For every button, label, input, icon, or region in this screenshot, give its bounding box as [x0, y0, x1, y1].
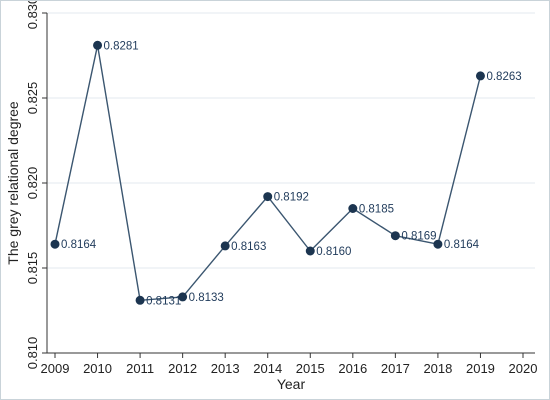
- data-point: [220, 241, 230, 251]
- data-labels: 0.8164 0.8281 0.8131 0.8133 0.8163 0.8192 0.81…: [61, 40, 522, 307]
- x-tick-label: 2019: [466, 361, 495, 376]
- series-layer: [50, 40, 485, 305]
- data-label: 0.8185: [359, 204, 394, 216]
- x-tick-label: 2011: [126, 361, 154, 376]
- x-tick-label: 2013: [211, 361, 240, 376]
- y-tick-label: 0.810: [25, 337, 40, 370]
- y-tick-label: 0.830: [25, 1, 40, 29]
- data-point: [50, 239, 60, 249]
- data-label: 0.8163: [231, 241, 266, 253]
- y-axis-title: The grey relational degree: [5, 101, 21, 265]
- x-tick-label: 2020: [509, 361, 538, 376]
- data-point: [475, 71, 485, 81]
- x-tick-label: 2016: [338, 361, 367, 376]
- y-tick-label: 0.815: [25, 252, 40, 285]
- data-point: [263, 192, 273, 202]
- x-tick-label: 2017: [381, 361, 410, 376]
- data-label: 0.8133: [189, 292, 224, 304]
- data-point: [305, 246, 315, 256]
- axis-ticks: 0.810 0.815 0.820 0.825 0.830 2009 2010 2011 201…: [25, 1, 537, 376]
- x-tick-label: 2010: [83, 361, 112, 376]
- data-point: [433, 239, 443, 249]
- data-point: [348, 204, 358, 213]
- grid-lines: [47, 12, 535, 269]
- data-label: 0.8131: [146, 295, 181, 307]
- data-point: [135, 295, 145, 305]
- data-label: 0.8281: [104, 40, 139, 52]
- data-label: 0.8169: [401, 231, 436, 243]
- data-label: 0.8164: [61, 239, 97, 251]
- data-label: 0.8263: [486, 71, 521, 83]
- data-point: [178, 292, 188, 302]
- data-point: [390, 231, 400, 241]
- y-tick-label: 0.825: [25, 82, 40, 115]
- data-label: 0.8192: [274, 192, 309, 204]
- data-label: 0.8160: [316, 246, 351, 258]
- data-label: 0.8164: [444, 239, 480, 251]
- x-tick-label: 2012: [168, 361, 197, 376]
- x-tick-label: 2014: [253, 361, 282, 376]
- y-tick-label: 0.820: [25, 167, 40, 200]
- data-point: [93, 40, 103, 50]
- x-tick-label: 2015: [296, 361, 325, 376]
- x-tick-label: 2009: [41, 361, 70, 376]
- x-tick-label: 2018: [423, 361, 452, 376]
- x-axis-title: Year: [277, 376, 306, 392]
